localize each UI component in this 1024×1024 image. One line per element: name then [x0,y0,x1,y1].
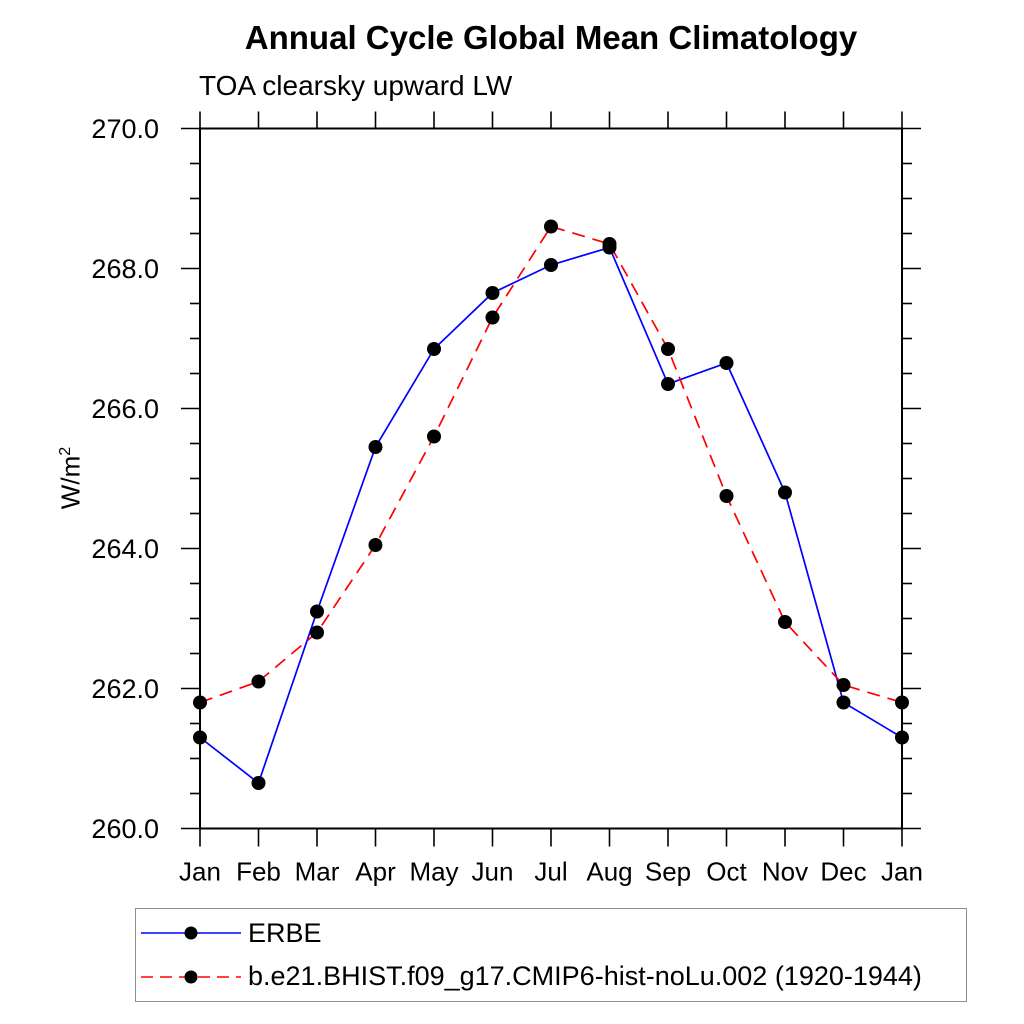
x-axis: Jan Feb Mar Apr May Jun Jul Aug Sep Oct Nov Dec Jan [179,111,923,887]
data-point-marker [895,695,909,710]
data-point-marker [778,615,792,629]
x-tick-label: Jul [534,857,567,887]
data-point-marker [778,485,792,500]
legend-sample-model-line [141,970,241,984]
legend-erbe-marker-icon [184,926,198,940]
data-point-marker [661,377,675,391]
y-tick-label: 270.0 [91,114,159,144]
y-tick-label: 262.0 [91,674,159,704]
x-tick-label: Nov [762,857,808,887]
data-point-marker [544,219,558,234]
legend-sample-erbe-line [141,926,241,940]
legend-label-model: b.e21.BHIST.f09_g17.CMIP6-hist-noLu.002 … [248,961,922,992]
series-line-1 [199,225,903,704]
chart-subtitle: TOA clearsky upward LW [199,70,513,101]
x-tick-label: Feb [236,857,281,887]
series-line-0 [199,246,903,785]
series-markers-0 [193,240,909,790]
data-point-marker [719,356,734,370]
x-tick-label: Jan [881,857,923,887]
legend-item-erbe: ERBE [139,914,966,952]
data-point-marker [836,678,851,692]
data-point-marker [661,342,675,356]
legend-model-marker-icon [184,970,198,984]
y-tick-label: 264.0 [91,534,159,564]
legend-label-erbe: ERBE [248,917,322,948]
y-axis: 260.0 262.0 264.0 266.0 268.0 270.0 [91,114,921,844]
x-tick-label: Oct [706,857,747,887]
x-tick-label: May [409,857,458,887]
data-point-marker [719,489,734,503]
series-markers-1 [193,219,909,710]
y-tick-label: 268.0 [91,254,159,284]
data-point-marker [310,604,324,619]
x-tick-label: Mar [295,857,340,887]
x-tick-label: Sep [645,857,691,887]
data-point-marker [251,674,266,689]
x-tick-label: Jan [179,857,221,887]
data-point-marker [427,429,441,444]
data-point-marker [485,310,500,325]
y-tick-label: 266.0 [91,394,159,424]
data-point-marker [544,258,558,272]
x-tick-label: Dec [820,857,866,887]
data-point-marker [836,695,851,710]
chart-title: Annual Cycle Global Mean Climatology [244,19,858,56]
y-tick-label: 260.0 [91,814,159,844]
x-tick-label: Jun [472,857,514,887]
legend-item-model: b.e21.BHIST.f09_g17.CMIP6-hist-noLu.002 … [139,958,966,996]
data-point-marker [251,776,266,790]
data-point-marker [602,237,617,251]
data-point-marker [485,286,500,300]
data-point-marker [310,625,324,640]
x-tick-label: Apr [355,857,396,887]
data-point-marker [368,440,383,454]
data-point-marker [193,695,207,710]
legend: ERBE b.e21.BHIST.f09_g17.CMIP6-hist-noLu… [135,908,967,1002]
x-tick-label: Aug [586,857,632,887]
data-point-marker [427,342,441,356]
data-point-marker [368,538,383,552]
data-point-marker [193,730,207,745]
data-point-marker [895,730,909,745]
